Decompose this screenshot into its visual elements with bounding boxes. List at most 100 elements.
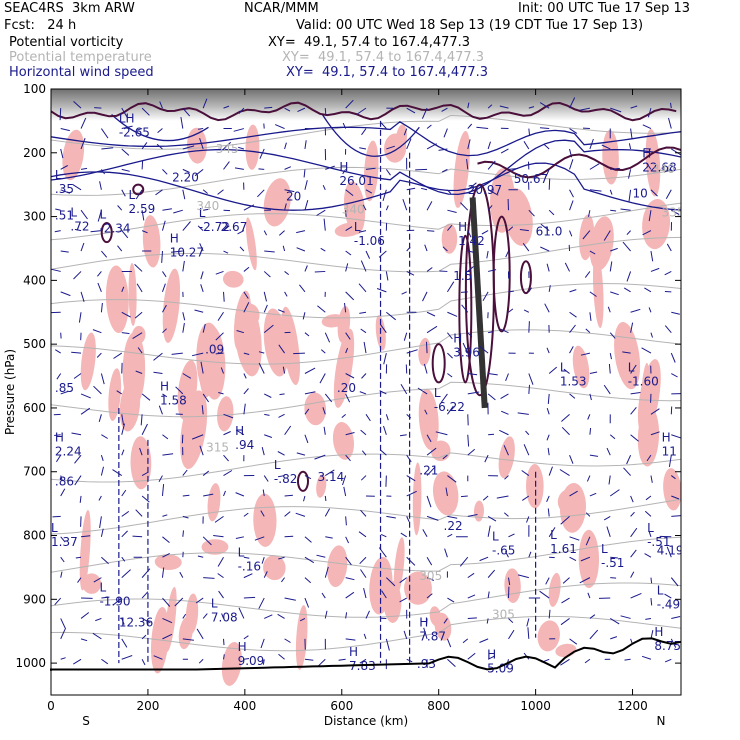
- wind-vector: [406, 107, 416, 114]
- wind-vector: [243, 573, 253, 579]
- wind-vector: [304, 434, 309, 444]
- wind-vector: [284, 291, 288, 297]
- wind-vector: [460, 202, 469, 211]
- wind-vector: [467, 391, 480, 395]
- wind-vector: [642, 124, 652, 130]
- wind-vector: [467, 123, 473, 129]
- wind-speed-contour: [111, 114, 209, 142]
- extremum-value-label: 10: [633, 186, 648, 200]
- wind-vector: [503, 445, 509, 456]
- wind-vector: [561, 597, 570, 604]
- wind-vector: [467, 652, 476, 660]
- wind-vector: [100, 528, 104, 537]
- wind-vector: [361, 128, 367, 136]
- pv-shading-patch: [384, 133, 407, 163]
- wind-vector: [223, 454, 229, 462]
- wind-vector: [162, 169, 168, 175]
- wind-vector: [132, 332, 143, 340]
- wind-vector: [203, 577, 215, 579]
- wind-vector: [161, 250, 163, 263]
- wind-vector: [202, 393, 210, 403]
- wind-vector: [141, 634, 147, 640]
- wind-vector: [528, 128, 531, 136]
- wind-vector: [263, 324, 274, 334]
- wind-vector: [100, 169, 106, 175]
- wind-vector: [238, 107, 245, 114]
- wind-vector: [650, 250, 654, 262]
- wind-vector: [157, 128, 163, 133]
- wind-vector: [467, 230, 472, 238]
- wind-vector: [426, 447, 437, 456]
- wind-vector: [304, 556, 315, 564]
- wind-vector: [304, 200, 309, 211]
- theta-contour-label: 340: [342, 202, 365, 216]
- theta-contour-label: 345: [216, 142, 239, 156]
- wind-vector: [60, 148, 64, 159]
- extremum-value-label: .85: [55, 381, 74, 395]
- wind-vector: [626, 230, 631, 236]
- extremum-value-label: 12.36: [119, 616, 153, 630]
- x-tick-label: 600: [330, 699, 353, 713]
- wind-vector: [664, 270, 672, 276]
- wind-vector: [442, 246, 448, 252]
- wind-vector: [304, 367, 316, 374]
- wind-vector: [589, 250, 596, 255]
- wind-vector: [539, 590, 550, 599]
- extremum-type-label: H: [419, 616, 428, 630]
- wind-vector: [508, 168, 519, 170]
- wind-vector: [162, 597, 171, 607]
- wind-vector: [121, 556, 126, 562]
- wind-vector: [447, 311, 458, 317]
- wind-vector: [467, 102, 470, 109]
- wind-vector: [467, 448, 476, 456]
- forecast-hour: Fcst: 24 h: [4, 18, 77, 33]
- wind-vector: [380, 449, 387, 456]
- wind-vector: [139, 447, 143, 456]
- wind-vector: [60, 556, 65, 563]
- pv-shading-patch: [592, 251, 604, 328]
- wind-vector: [462, 342, 469, 354]
- wind-vector: [121, 332, 130, 335]
- extremum-value-label: -.65: [492, 543, 515, 557]
- wind-vector: [426, 267, 433, 272]
- wind-vector: [560, 618, 570, 626]
- wind-vector: [258, 362, 265, 374]
- wind-vector: [284, 166, 291, 170]
- wind-vector: [159, 101, 163, 109]
- extremum-type-label: L: [628, 360, 635, 374]
- wind-vector: [345, 591, 355, 599]
- wind-vector: [297, 107, 306, 113]
- wind-vector: [136, 283, 143, 293]
- theta-contour-label: 315: [206, 440, 229, 454]
- wind-vector: [670, 102, 672, 109]
- wind-vector: [275, 124, 285, 130]
- wind-vector: [284, 203, 287, 211]
- wind-vector: [610, 209, 617, 212]
- wind-vector: [589, 614, 596, 619]
- pv-shading-patch: [142, 215, 161, 268]
- wind-vector: [427, 230, 435, 232]
- wind-vector: [608, 475, 611, 485]
- wind-vector: [202, 470, 210, 476]
- wind-vector: [94, 107, 102, 109]
- wind-vector: [182, 638, 194, 641]
- wind-vector: [304, 265, 308, 272]
- extremum-type-label: L: [647, 521, 654, 535]
- init-time: Init: 00 UTC Tue 17 Sep 13: [518, 1, 691, 16]
- wind-vector: [487, 591, 490, 599]
- wind-vector: [358, 283, 367, 293]
- wind-vector: [80, 167, 88, 170]
- wind-vector: [257, 189, 265, 198]
- wind-vector: [284, 494, 293, 497]
- extremum-type-label: L: [129, 188, 136, 202]
- wind-vector: [589, 427, 592, 435]
- extremum-value-label: .94: [235, 438, 254, 452]
- wind-vector: [505, 250, 509, 258]
- wind-vector: [630, 549, 637, 558]
- wind-vector: [569, 289, 577, 293]
- extremum-value-label: .09: [205, 343, 224, 357]
- wind-vector: [223, 105, 230, 109]
- wind-vector: [90, 230, 102, 233]
- x-end-label-south: S: [82, 714, 90, 728]
